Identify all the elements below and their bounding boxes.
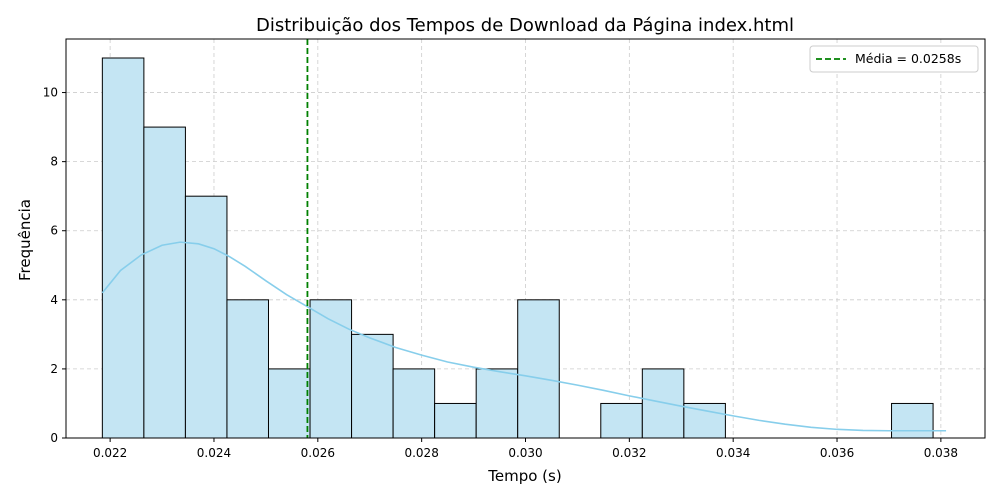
histogram-bar-8 <box>434 402 477 439</box>
x-tick-label-3: 0.028 <box>404 446 438 460</box>
histogram-bar-13 <box>641 368 685 439</box>
x-tick-label-5: 0.032 <box>612 446 646 460</box>
histogram-bar-6 <box>351 333 394 439</box>
histogram-bar-4 <box>267 368 311 439</box>
y-tick-label-0: 0 <box>50 431 58 445</box>
histogram-bar-14 <box>683 402 726 439</box>
x-tick-label-2: 0.026 <box>301 446 335 460</box>
y-axis-label: Frequência <box>16 199 34 281</box>
histogram-bar-0 <box>101 57 145 439</box>
y-tick-label-5: 10 <box>43 86 58 100</box>
histogram-bars <box>101 57 934 439</box>
x-tick-label-6: 0.034 <box>716 446 750 460</box>
histogram-bar-2 <box>184 195 228 439</box>
chart-title: Distribuição dos Tempos de Download da P… <box>256 15 794 36</box>
y-tick-label-2: 4 <box>50 293 58 307</box>
y-axis-ticks: 0 2 4 6 8 10 <box>43 86 66 445</box>
legend-mean-label: Média = 0.0258s <box>855 51 961 66</box>
legend-box <box>809 45 979 73</box>
y-tick-label-1: 2 <box>50 362 58 376</box>
histogram-bar-10 <box>517 299 560 439</box>
x-axis-ticks: 0.022 0.024 0.026 0.028 0.030 0.032 0.034 0.036… <box>93 438 958 460</box>
y-tick-label-3: 6 <box>50 224 58 238</box>
x-tick-label-7: 0.036 <box>820 446 854 460</box>
x-tick-label-1: 0.024 <box>197 446 231 460</box>
histogram-bar-12 <box>600 402 643 439</box>
x-tick-label-8: 0.038 <box>924 446 958 460</box>
x-axis-label: Tempo (s) <box>487 467 561 485</box>
histogram-bar-9 <box>475 368 519 439</box>
y-tick-label-4: 8 <box>50 155 58 169</box>
histogram-bar-19 <box>891 402 934 439</box>
x-tick-label-4: 0.030 <box>508 446 542 460</box>
x-tick-label-0: 0.022 <box>93 446 127 460</box>
kde-curve <box>101 241 947 432</box>
histogram-bar-1 <box>143 126 186 439</box>
histogram-bar-5 <box>309 299 353 439</box>
histogram-bar-3 <box>226 299 269 439</box>
legend: Média = 0.0258s <box>809 45 979 73</box>
histogram-bar-7 <box>392 368 436 439</box>
